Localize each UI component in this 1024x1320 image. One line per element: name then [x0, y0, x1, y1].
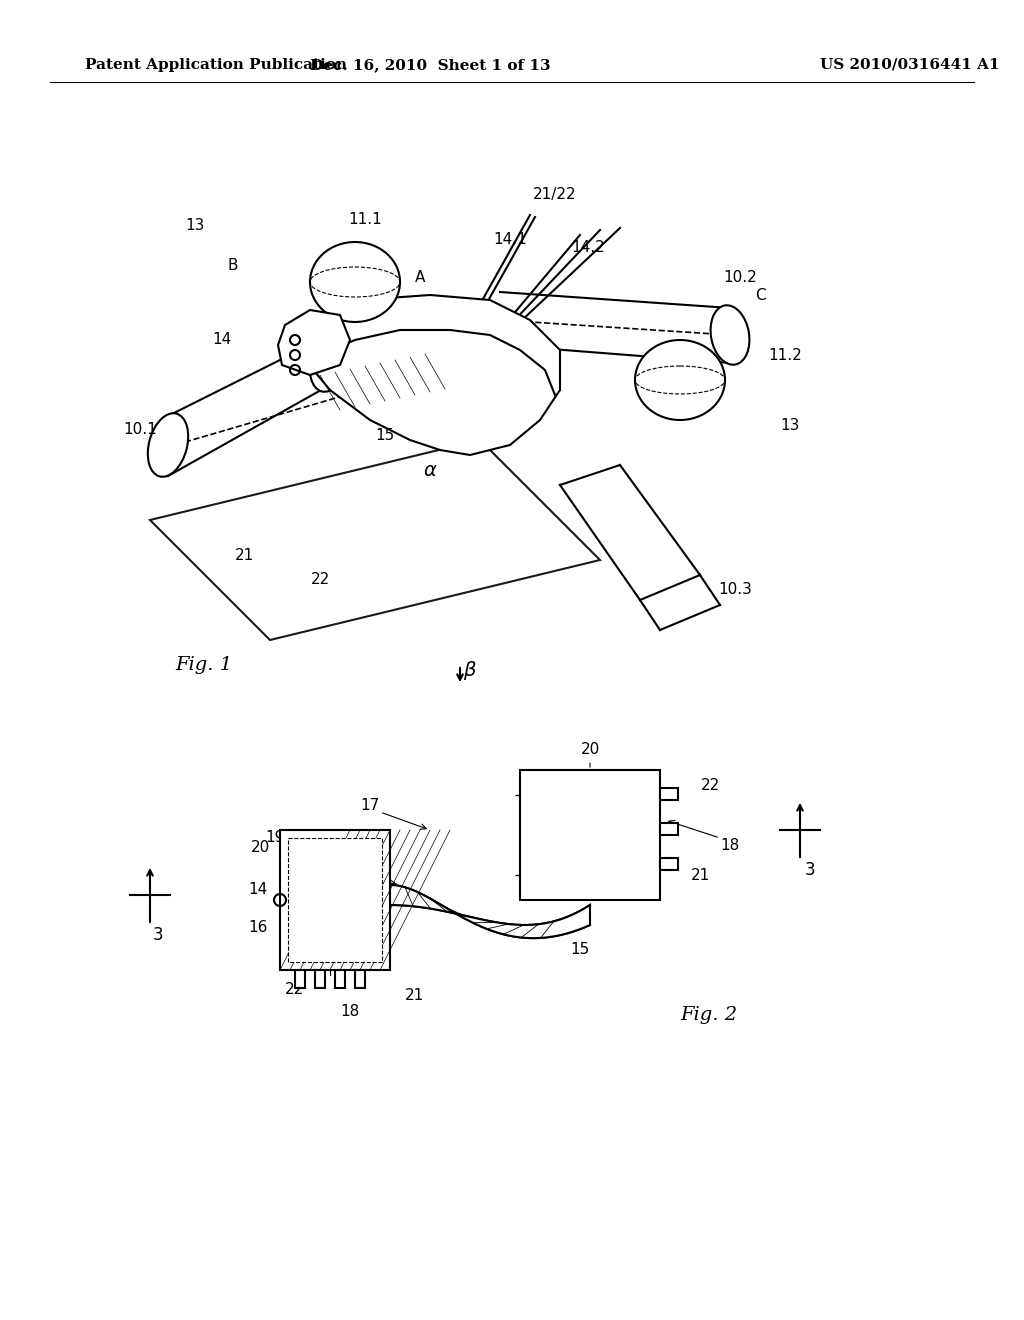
Text: 21: 21: [406, 987, 425, 1002]
Text: 22: 22: [310, 573, 330, 587]
Text: 11.2: 11.2: [768, 347, 802, 363]
Text: 21: 21: [236, 548, 255, 562]
Text: A: A: [415, 271, 425, 285]
Text: 14: 14: [212, 333, 231, 347]
Text: US 2010/0316441 A1: US 2010/0316441 A1: [820, 58, 999, 73]
Text: 10.1: 10.1: [123, 422, 157, 437]
FancyBboxPatch shape: [520, 770, 660, 900]
Text: 14: 14: [249, 883, 267, 898]
Text: 20: 20: [581, 742, 600, 767]
Polygon shape: [278, 310, 350, 375]
Text: 14.2: 14.2: [571, 239, 605, 255]
Text: 15: 15: [376, 428, 394, 442]
Text: 17: 17: [360, 797, 380, 813]
Ellipse shape: [711, 305, 750, 364]
Text: 22: 22: [700, 777, 720, 792]
Text: 18: 18: [340, 1005, 359, 1019]
Text: Fig. 1: Fig. 1: [175, 656, 232, 675]
FancyBboxPatch shape: [660, 822, 678, 836]
Text: 18: 18: [720, 837, 739, 853]
Polygon shape: [390, 884, 590, 939]
Text: 22: 22: [286, 982, 304, 998]
Text: 19: 19: [265, 830, 285, 846]
Text: 13: 13: [780, 417, 800, 433]
Text: 10.2: 10.2: [723, 271, 757, 285]
FancyBboxPatch shape: [335, 970, 345, 987]
Polygon shape: [150, 440, 600, 640]
Text: Patent Application Publication: Patent Application Publication: [85, 58, 347, 73]
FancyBboxPatch shape: [660, 788, 678, 800]
Polygon shape: [305, 294, 560, 455]
Text: 16: 16: [248, 920, 267, 936]
Text: 15: 15: [570, 942, 590, 957]
Text: 21/22: 21/22: [534, 187, 577, 202]
FancyBboxPatch shape: [355, 970, 365, 987]
Text: 3: 3: [153, 927, 163, 944]
Text: $\alpha$: $\alpha$: [423, 461, 437, 479]
Text: $\beta$: $\beta$: [463, 659, 477, 681]
FancyBboxPatch shape: [280, 830, 390, 970]
Text: 10.3: 10.3: [718, 582, 752, 598]
Ellipse shape: [635, 341, 725, 420]
Text: 11.1: 11.1: [348, 213, 382, 227]
Ellipse shape: [310, 329, 350, 392]
Text: B: B: [227, 257, 239, 272]
Text: 17: 17: [340, 862, 359, 878]
Text: Dec. 16, 2010  Sheet 1 of 13: Dec. 16, 2010 Sheet 1 of 13: [309, 58, 550, 73]
Ellipse shape: [147, 413, 188, 477]
Text: 20: 20: [251, 841, 269, 855]
FancyBboxPatch shape: [288, 838, 382, 962]
Text: 3: 3: [805, 861, 815, 879]
FancyBboxPatch shape: [315, 970, 325, 987]
FancyBboxPatch shape: [660, 858, 678, 870]
Text: 21: 21: [690, 867, 710, 883]
FancyBboxPatch shape: [295, 970, 305, 987]
Text: 14.1: 14.1: [494, 232, 527, 248]
Text: 13: 13: [185, 218, 205, 232]
Ellipse shape: [310, 242, 400, 322]
Text: C: C: [755, 288, 765, 302]
Text: Fig. 2: Fig. 2: [680, 1006, 737, 1024]
